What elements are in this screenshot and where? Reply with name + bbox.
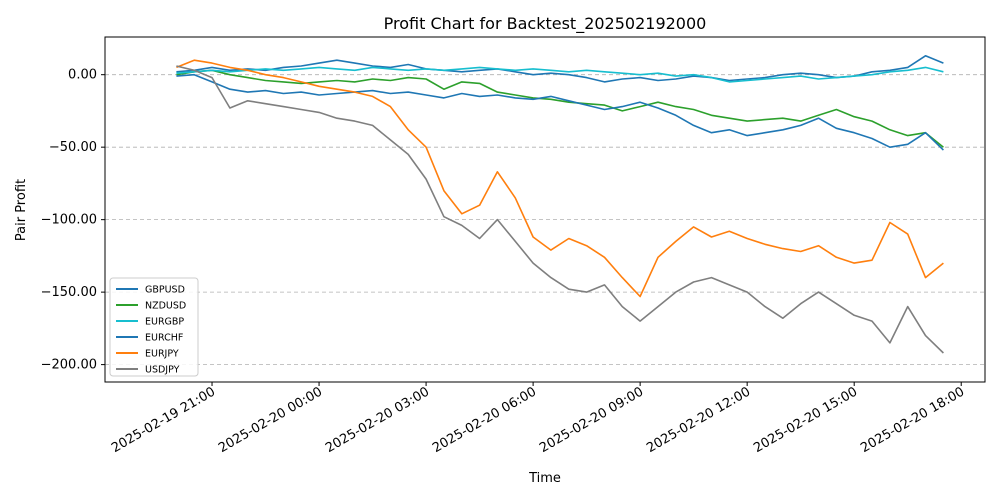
legend-label-eurgbp: EURGBP: [145, 317, 184, 328]
y-axis: 0.00 −50.00 −100.00 −150.00 −200.00: [41, 68, 105, 373]
legend-label-eurchf: EURCHF: [145, 333, 183, 344]
series-line-gbpusd: [176, 54, 944, 83]
series-line-usdjpy: [176, 65, 944, 354]
series-line-eurgbp: [176, 66, 944, 83]
series-lines: [176, 54, 944, 354]
gridlines: [105, 74, 985, 366]
x-tick-label: 2025-02-20 06:00: [430, 384, 539, 456]
legend: GBPUSD NZDUSD EURGBP EURCHF EURJPY USDJPY: [109, 277, 199, 377]
series-line-eurjpy: [176, 59, 944, 298]
legend-box: [109, 277, 199, 377]
x-tick-label: 2025-02-19 21:00: [109, 384, 218, 456]
x-tick-label: 2025-02-20 12:00: [644, 384, 753, 456]
legend-label-nzdusd: NZDUSD: [145, 301, 186, 312]
chart-title: Profit Chart for Backtest_202502192000: [384, 14, 707, 34]
y-tick-label: −200.00: [41, 358, 97, 373]
legend-label-gbpusd: GBPUSD: [145, 285, 185, 296]
x-tick-label: 2025-02-20 03:00: [323, 384, 432, 456]
legend-label-eurjpy: EURJPY: [145, 349, 179, 360]
plot-frame: [104, 36, 986, 383]
x-axis-label: Time: [528, 471, 561, 486]
legend-label-usdjpy: USDJPY: [145, 365, 180, 376]
x-tick-label: 2025-02-20 09:00: [537, 384, 646, 456]
y-tick-label: −150.00: [41, 285, 97, 300]
x-tick-label: 2025-02-20 15:00: [751, 384, 860, 456]
x-tick-label: 2025-02-20 00:00: [216, 384, 325, 456]
y-tick-label: −100.00: [41, 213, 97, 228]
series-line-eurchf: [176, 73, 944, 151]
y-tick-label: 0.00: [68, 68, 97, 83]
series-line-nzdusd: [176, 69, 944, 148]
y-tick-label: −50.00: [49, 140, 97, 155]
x-tick-label: 2025-02-20 18:00: [858, 384, 967, 456]
y-axis-label: Pair Profit: [14, 179, 29, 241]
